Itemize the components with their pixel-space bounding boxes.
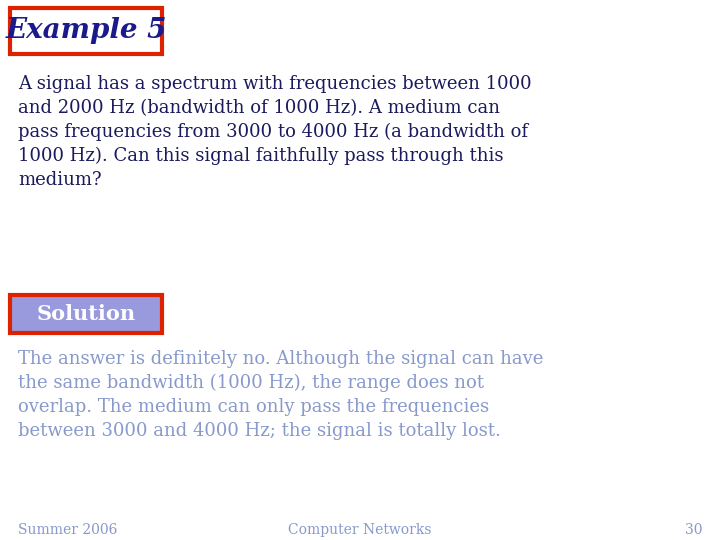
Text: Example 5: Example 5 (5, 17, 167, 44)
Text: the same bandwidth (1000 Hz), the range does not: the same bandwidth (1000 Hz), the range … (18, 374, 484, 392)
Text: Computer Networks: Computer Networks (288, 523, 432, 537)
Text: 1000 Hz). Can this signal faithfully pass through this: 1000 Hz). Can this signal faithfully pas… (18, 147, 503, 165)
FancyBboxPatch shape (10, 295, 162, 333)
Text: pass frequencies from 3000 to 4000 Hz (a bandwidth of: pass frequencies from 3000 to 4000 Hz (a… (18, 123, 528, 141)
Text: medium?: medium? (18, 171, 102, 189)
Text: between 3000 and 4000 Hz; the signal is totally lost.: between 3000 and 4000 Hz; the signal is … (18, 422, 501, 440)
FancyBboxPatch shape (10, 8, 162, 54)
Text: Summer 2006: Summer 2006 (18, 523, 117, 537)
Text: The answer is definitely no. Although the signal can have: The answer is definitely no. Although th… (18, 350, 544, 368)
Text: 30: 30 (685, 523, 702, 537)
Text: and 2000 Hz (bandwidth of 1000 Hz). A medium can: and 2000 Hz (bandwidth of 1000 Hz). A me… (18, 99, 500, 117)
Text: Solution: Solution (37, 304, 135, 324)
Text: overlap. The medium can only pass the frequencies: overlap. The medium can only pass the fr… (18, 398, 489, 416)
Text: A signal has a spectrum with frequencies between 1000: A signal has a spectrum with frequencies… (18, 75, 531, 93)
